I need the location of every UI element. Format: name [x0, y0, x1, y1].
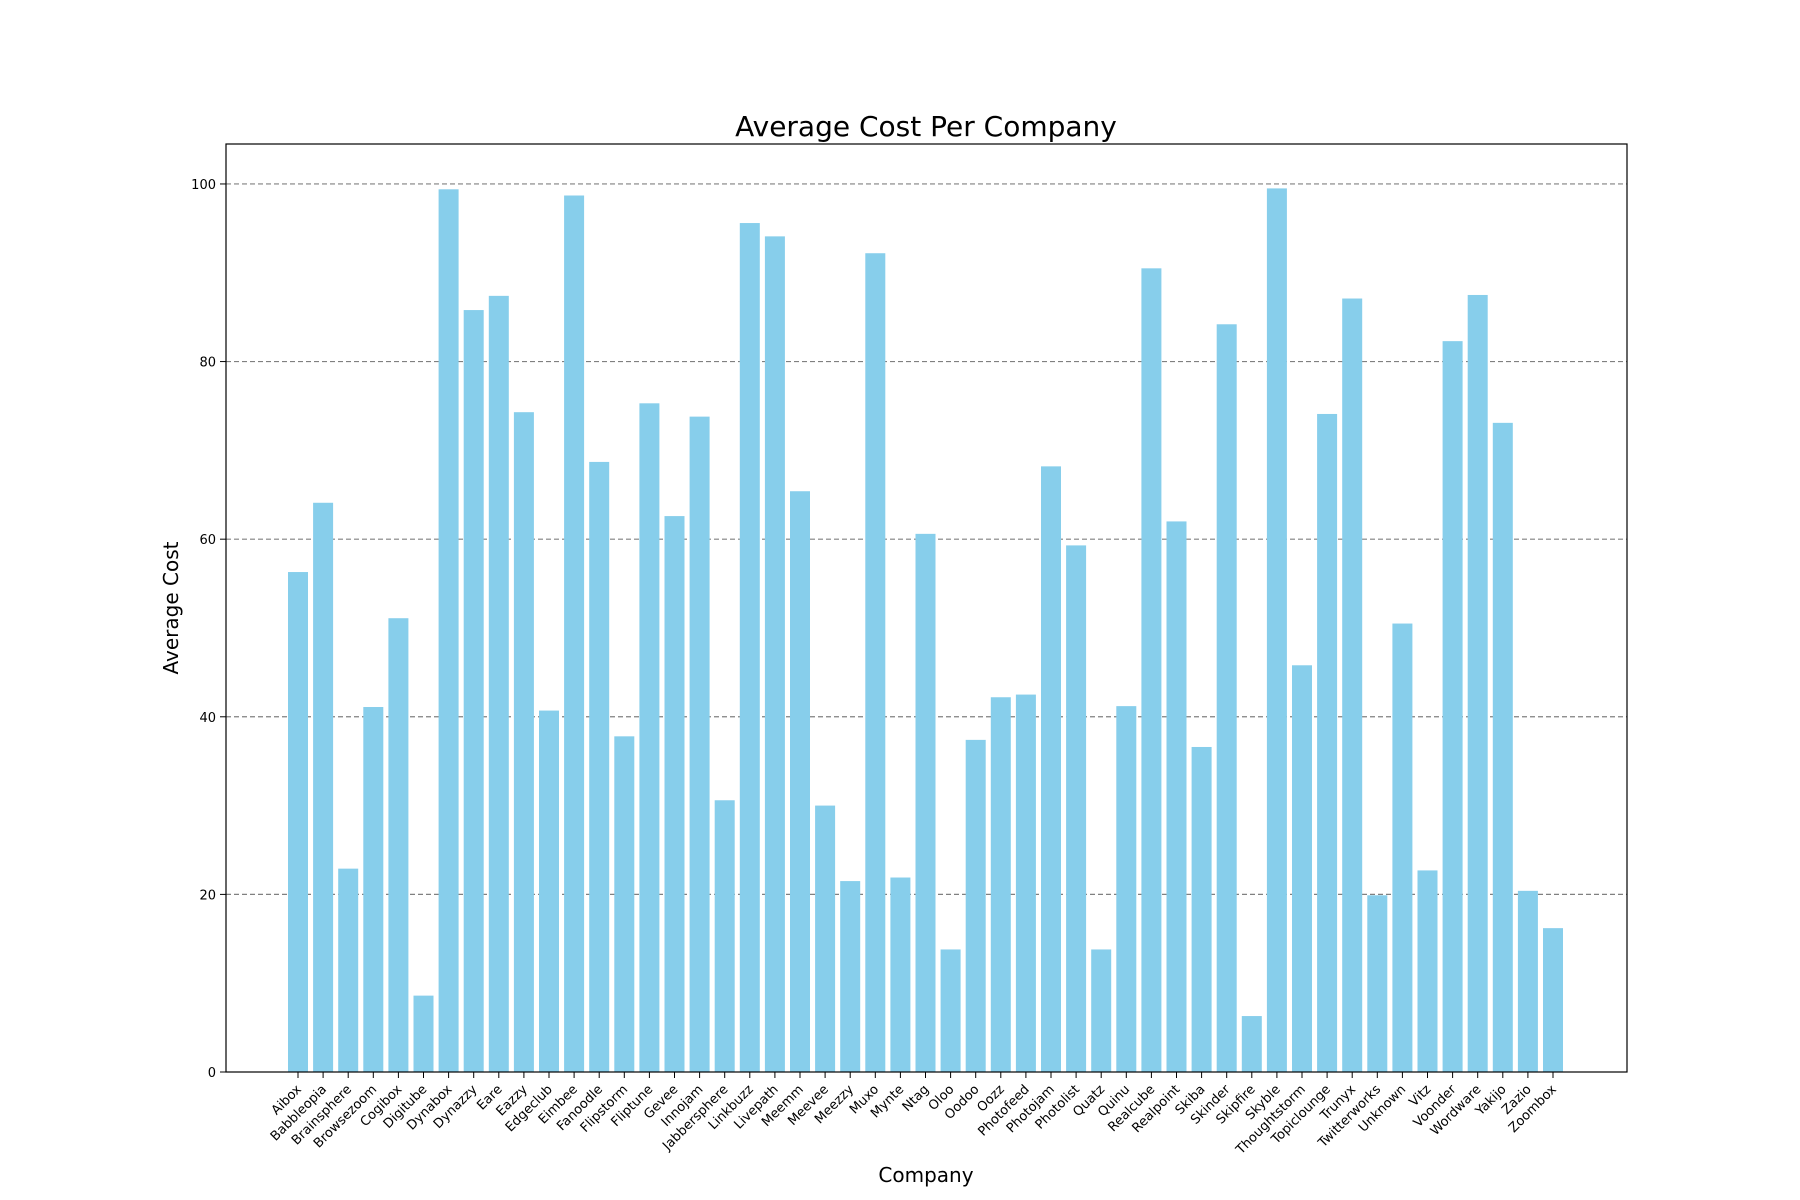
bar-oodoo: [965, 739, 986, 1072]
y-tick-label: 0: [208, 1066, 216, 1081]
bar-trunyx: [1342, 298, 1363, 1072]
bar-muxo: [865, 253, 886, 1073]
bar-eazzy: [513, 412, 534, 1072]
y-tick-label: 80: [199, 356, 216, 371]
bar-browsezoom: [363, 707, 384, 1072]
bar-oloo: [940, 949, 961, 1072]
bar-fliptune: [639, 403, 660, 1072]
bar-ntag: [915, 533, 936, 1072]
bar-unknown: [1392, 623, 1413, 1072]
bar-zazio: [1517, 890, 1538, 1072]
bar-mynte: [890, 877, 911, 1072]
bar-meezzy: [840, 881, 861, 1072]
y-tick-label: 60: [199, 533, 216, 548]
bar-quatz: [1091, 949, 1112, 1072]
bar-photojam: [1041, 466, 1061, 1072]
bar-zoombox: [1543, 928, 1563, 1072]
bar-eimbee: [564, 195, 585, 1072]
bar-aibox: [288, 572, 308, 1072]
bar-jabbersphere: [714, 800, 735, 1072]
bars: [288, 188, 1563, 1073]
bar-meevee: [815, 805, 836, 1072]
chart-title: Average Cost Per Company: [735, 110, 1117, 143]
bar-photofeed: [1015, 694, 1036, 1072]
bar-skiba: [1191, 746, 1212, 1072]
bar-quinu: [1116, 706, 1137, 1072]
y-tick-label: 40: [199, 711, 216, 726]
bar-flipstorm: [614, 736, 635, 1072]
y-tick-label: 100: [191, 178, 216, 193]
bar-fanoodle: [589, 461, 610, 1072]
bar-meemm: [790, 491, 810, 1072]
bar-linkbuzz: [739, 223, 760, 1072]
bar-gevee: [664, 516, 685, 1072]
bar-voonder: [1442, 341, 1463, 1072]
y-axis-label: Average Cost: [159, 541, 183, 674]
bar-cogibox: [388, 618, 409, 1072]
plot-frame: [225, 143, 1628, 1073]
bar-edgeclub: [539, 710, 559, 1072]
bar-realpoint: [1166, 521, 1187, 1072]
bar-skinder: [1216, 324, 1237, 1073]
bar-skipfire: [1241, 1016, 1262, 1072]
bar-thoughtstorm: [1292, 665, 1312, 1072]
bar-dynazzy: [463, 310, 484, 1072]
bar-skyble: [1266, 188, 1287, 1072]
bar-topiclounge: [1317, 413, 1338, 1072]
bar-realcube: [1141, 268, 1162, 1073]
x-axis-ticks: AiboxBabbleopiaBrainsphereBrowsezoomCogi…: [268, 1072, 1560, 1158]
bar-babbleopia: [313, 502, 334, 1072]
y-axis-ticks: 0 20 40 60 80 100: [191, 178, 226, 1081]
bar-eare: [488, 295, 509, 1072]
bar-yakijo: [1492, 422, 1513, 1073]
bar-digitube: [413, 995, 434, 1072]
bar-innojam: [689, 416, 710, 1072]
bar-photolist: [1066, 545, 1087, 1072]
bar-twitterworks: [1367, 895, 1388, 1072]
x-tick-label: Ntag: [900, 1082, 933, 1115]
bar-brainsphere: [338, 868, 359, 1072]
bar-vitz: [1417, 870, 1438, 1072]
bar-dynabox: [438, 189, 459, 1073]
x-axis-label: Company: [878, 1163, 973, 1187]
y-tick-label: 20: [199, 888, 216, 903]
bar-livepath: [764, 236, 785, 1073]
bar-oozz: [990, 697, 1011, 1072]
bar-wordware: [1467, 294, 1488, 1072]
